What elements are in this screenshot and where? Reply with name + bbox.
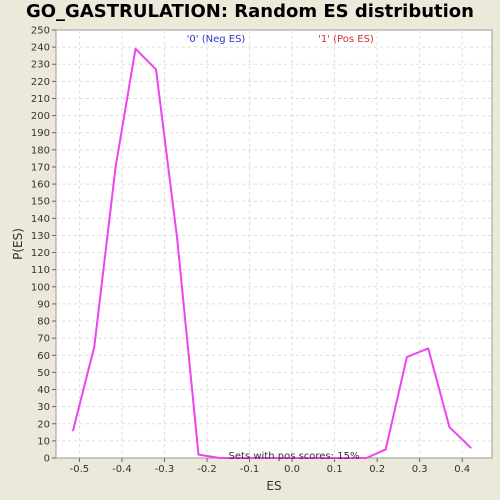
y-tick-label: 210 xyxy=(31,94,50,105)
x-tick-label: 0.2 xyxy=(369,464,385,475)
data-point xyxy=(282,457,285,459)
y-tick-label: 40 xyxy=(37,385,50,396)
y-tick-label: 20 xyxy=(37,419,50,430)
data-point xyxy=(346,457,349,459)
series-group xyxy=(72,47,472,459)
y-tick-label: 190 xyxy=(31,128,50,139)
x-tick-label: -0.2 xyxy=(197,464,217,475)
y-tick-label: 50 xyxy=(37,368,50,379)
grid xyxy=(56,30,492,458)
y-tick-label: 160 xyxy=(31,180,50,191)
data-point xyxy=(218,457,221,459)
y-tick-label: 10 xyxy=(37,436,50,447)
x-tick-label: 0.0 xyxy=(284,464,300,475)
y-tick-label: 130 xyxy=(31,231,50,242)
data-point xyxy=(406,356,408,358)
x-axis-title: ES xyxy=(266,479,281,493)
data-point xyxy=(176,237,179,240)
data-point xyxy=(303,457,306,459)
y-tick-label: 60 xyxy=(37,351,50,362)
x-tick-label: -0.3 xyxy=(155,464,175,475)
y-tick-label: 100 xyxy=(31,282,50,293)
y-tick-label: 220 xyxy=(31,77,50,88)
y-tick-label: 180 xyxy=(31,145,50,156)
y-tick-label: 250 xyxy=(31,26,50,37)
data-point xyxy=(384,448,387,451)
y-tick-label: 30 xyxy=(37,402,50,413)
y-tick-label: 120 xyxy=(31,248,50,259)
y-tick-label: 70 xyxy=(37,334,50,345)
y-axis-ticks: 0 10 20 30 40 50 60 70 80 90 100 110 120 130 140 150 160… xyxy=(31,26,56,465)
x-tick-label: -0.4 xyxy=(112,464,132,475)
data-point xyxy=(72,429,74,432)
y-tick-label: 90 xyxy=(37,299,50,310)
y-tick-label: 170 xyxy=(31,162,50,173)
x-axis-ticks: -0.5 -0.4 -0.3 -0.2 -0.1 0.0 0.1 0.2 0.3 0.4 xyxy=(70,458,470,475)
data-point xyxy=(448,426,451,429)
data-point xyxy=(93,345,96,348)
y-tick-label: 230 xyxy=(31,60,50,71)
series-line xyxy=(72,47,472,459)
data-point xyxy=(261,457,264,459)
data-point xyxy=(155,68,157,71)
y-tick-label: 0 xyxy=(44,454,50,465)
legend-neg-es: '0' (Neg ES) xyxy=(187,34,246,45)
y-tick-label: 200 xyxy=(31,111,50,122)
plot-area xyxy=(55,29,493,459)
data-point xyxy=(240,457,242,459)
legend-pos-es: '1' (Pos ES) xyxy=(318,34,374,45)
data-point xyxy=(134,47,137,50)
data-point xyxy=(469,446,472,449)
data-point xyxy=(325,457,328,459)
y-tick-label: 110 xyxy=(31,265,50,276)
y-axis-title: P(ES) xyxy=(11,228,25,260)
y-tick-label: 150 xyxy=(31,197,50,208)
y-tick-label: 80 xyxy=(37,317,50,328)
x-tick-label: 0.3 xyxy=(412,464,428,475)
data-point xyxy=(427,347,430,350)
y-tick-label: 140 xyxy=(31,214,50,225)
data-point xyxy=(365,457,368,459)
y-tick-label: 240 xyxy=(31,43,50,54)
x-tick-label: -0.5 xyxy=(70,464,90,475)
data-point xyxy=(197,453,200,456)
chart-title: GO_GASTRULATION: Random ES distribution xyxy=(25,1,474,22)
x-tick-label: 0.1 xyxy=(327,464,343,475)
pos-scores-annotation: Sets with pos scores: 15% xyxy=(229,451,360,462)
data-point xyxy=(114,166,117,168)
x-tick-label: -0.1 xyxy=(240,464,260,475)
x-tick-label: 0.4 xyxy=(454,464,470,475)
